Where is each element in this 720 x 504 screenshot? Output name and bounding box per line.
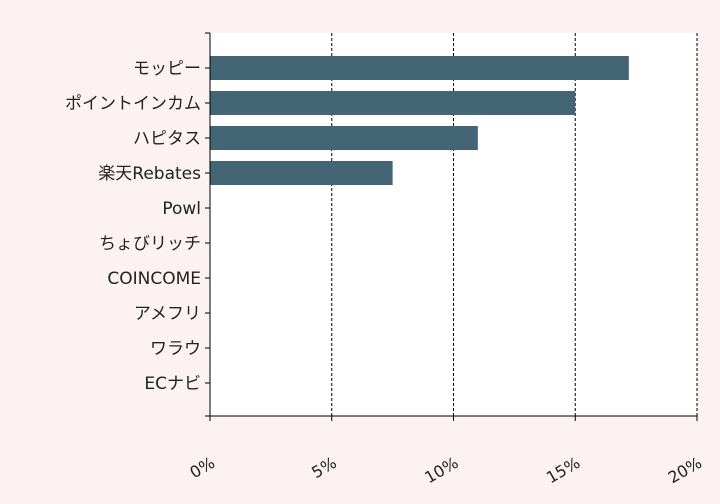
x-tick-label-1: 5% (308, 453, 339, 482)
y-tick-label-0: モッピー (133, 59, 201, 79)
gridlines (331, 33, 698, 416)
bars (210, 56, 629, 185)
bar-1 (210, 91, 576, 115)
x-tick-label-4: 20% (665, 453, 705, 487)
y-tick-label-7: アメフリ (134, 304, 201, 324)
bar-0 (210, 56, 629, 80)
y-tick-label-9: ECナビ (144, 374, 201, 394)
y-tick-label-5: ちょびリッチ (99, 234, 201, 254)
y-tick-label-6: COINCOME (107, 269, 201, 289)
bar-2 (210, 126, 478, 150)
y-tick-label-8: ワラウ (150, 339, 201, 359)
axes (205, 32, 698, 421)
y-tick-label-2: ハピタス (133, 129, 201, 149)
x-tick-label-0: 0% (187, 453, 218, 482)
y-tick-label-4: Powl (162, 199, 201, 219)
y-tick-label-3: 楽天Rebates (98, 164, 201, 184)
bar-3 (210, 161, 393, 185)
x-tick-label-3: 15% (543, 453, 583, 487)
x-tick-label-2: 10% (421, 453, 461, 487)
y-tick-label-1: ポイントインカム (65, 94, 201, 114)
